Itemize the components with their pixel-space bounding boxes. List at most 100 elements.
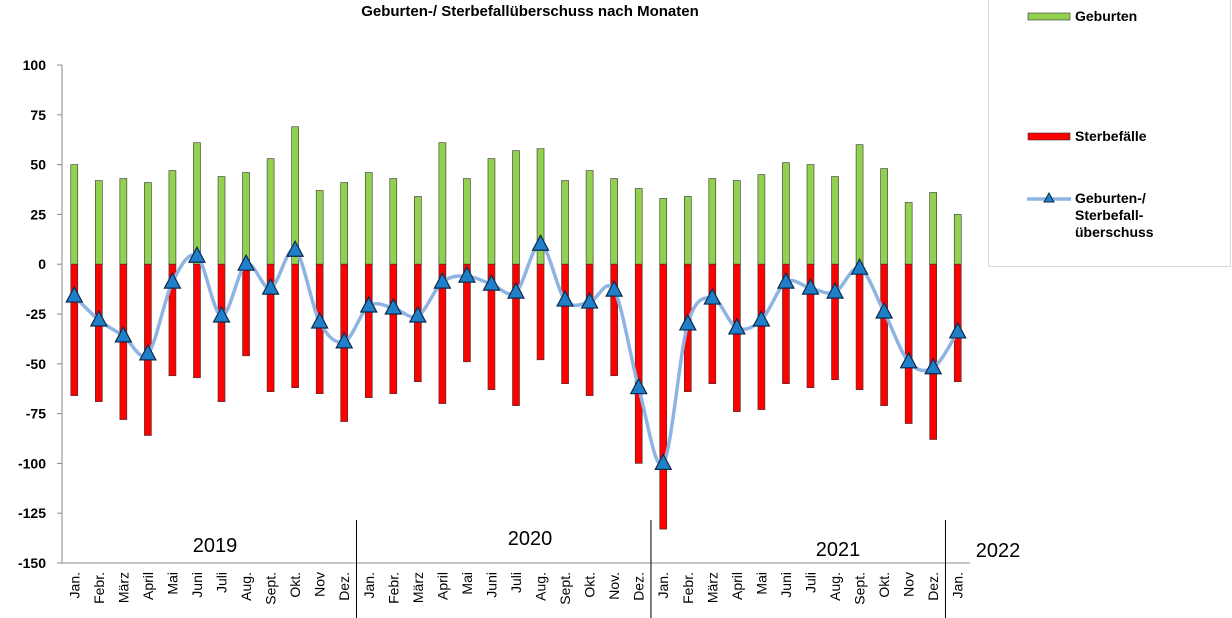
legend-label: Geburten: [1075, 8, 1138, 24]
y-tick-label: 0: [38, 256, 46, 272]
x-tick-label: Aug.: [533, 572, 549, 601]
x-tick-label: Juli: [508, 572, 524, 593]
marker: [752, 309, 771, 327]
legend-swatch: [1027, 132, 1071, 141]
bar: [757, 263, 766, 410]
x-tick-label: Aug.: [238, 572, 254, 601]
marker: [89, 309, 108, 327]
bar: [634, 263, 643, 464]
year-label: 2021: [816, 539, 861, 561]
legend-swatch-rect: [1027, 132, 1071, 141]
bar: [585, 170, 594, 265]
bar: [659, 263, 668, 530]
x-tick-label: Sept.: [852, 572, 868, 605]
marker: [310, 311, 329, 329]
x-tick-label: Okt.: [582, 572, 598, 598]
bar: [733, 263, 741, 412]
bar: [708, 263, 717, 385]
legend-swatch-rect: [1027, 12, 1071, 21]
bar: [389, 263, 398, 394]
x-tick-label: Jan.: [950, 572, 966, 598]
x-tick-label: Juli: [214, 572, 230, 593]
legend-label: Sterbefälle: [1075, 128, 1147, 144]
marker: [580, 291, 599, 309]
x-tick-label: April: [140, 572, 156, 600]
x-tick-label: Febr.: [91, 572, 107, 604]
bar: [217, 176, 226, 265]
bar: [855, 263, 864, 390]
marker: [482, 273, 501, 291]
marker: [335, 331, 354, 349]
bar: [806, 263, 815, 389]
bar: [119, 178, 128, 265]
legend-swatch-marker: [1043, 191, 1055, 203]
marker: [507, 281, 525, 299]
legend-label: Geburten-/ Sterbefall- überschuss: [1075, 190, 1154, 240]
bar: [708, 178, 717, 265]
marker: [654, 453, 673, 470]
bar: [831, 263, 839, 381]
bar: [389, 178, 398, 265]
x-tick-label: Jan.: [361, 572, 377, 598]
marker: [237, 253, 256, 271]
legend: Geburten Sterbefälle Geburten-/ Sterbefall…: [988, 0, 1231, 267]
bar: [880, 168, 888, 265]
bar: [266, 263, 275, 392]
marker: [776, 271, 795, 289]
y-tick-label: -150: [18, 555, 46, 571]
bar: [634, 188, 643, 265]
x-tick-label: Jan.: [66, 572, 82, 598]
bar: [953, 214, 962, 265]
marker: [556, 289, 575, 307]
bar: [364, 172, 373, 265]
bar: [880, 263, 888, 406]
bar: [512, 150, 520, 265]
marker: [261, 277, 280, 295]
marker: [703, 287, 722, 305]
bar: [733, 180, 741, 265]
bar: [806, 164, 815, 265]
bar: [831, 176, 839, 265]
x-tick-label: Juni: [189, 572, 205, 598]
bar: [561, 263, 569, 385]
marker: [433, 271, 452, 289]
bar: [610, 178, 618, 265]
y-tick-label: -100: [18, 455, 46, 471]
marker: [114, 325, 133, 343]
x-tick-label: März: [115, 572, 131, 603]
bar: [266, 158, 275, 265]
x-tick-label: Nov.: [606, 572, 622, 600]
bar: [168, 263, 177, 377]
x-tick-label: Aug.: [827, 572, 843, 601]
marker: [924, 357, 943, 375]
chart-title: Geburten-/ Sterbefallüberschuss nach Mon…: [361, 3, 699, 20]
x-tick-label: Sept.: [557, 572, 573, 605]
marker: [286, 239, 305, 257]
bar: [904, 263, 913, 424]
y-tick-label: -25: [26, 306, 46, 322]
bar: [487, 263, 496, 390]
x-tick-label: Nov: [901, 572, 917, 597]
marker: [408, 305, 427, 323]
bar: [855, 144, 864, 265]
marker: [187, 245, 206, 263]
bar: [70, 164, 79, 265]
marker: [212, 305, 231, 323]
x-tick-label: Jan.: [655, 572, 671, 598]
marker: [359, 295, 378, 313]
bar: [782, 162, 790, 265]
bar: [512, 263, 520, 406]
bar: [463, 178, 471, 265]
legend-item: Geburten-/ Sterbefall- überschuss: [1027, 190, 1185, 241]
x-tick-label: Sept.: [263, 572, 279, 605]
marker: [531, 234, 550, 251]
bar: [193, 263, 201, 379]
bar: [340, 182, 349, 265]
marker: [727, 317, 746, 335]
marker: [605, 279, 624, 297]
year-label: 2020: [508, 528, 553, 550]
marker: [65, 285, 84, 303]
bar: [315, 190, 324, 265]
legend-item: Geburten: [1027, 8, 1185, 26]
